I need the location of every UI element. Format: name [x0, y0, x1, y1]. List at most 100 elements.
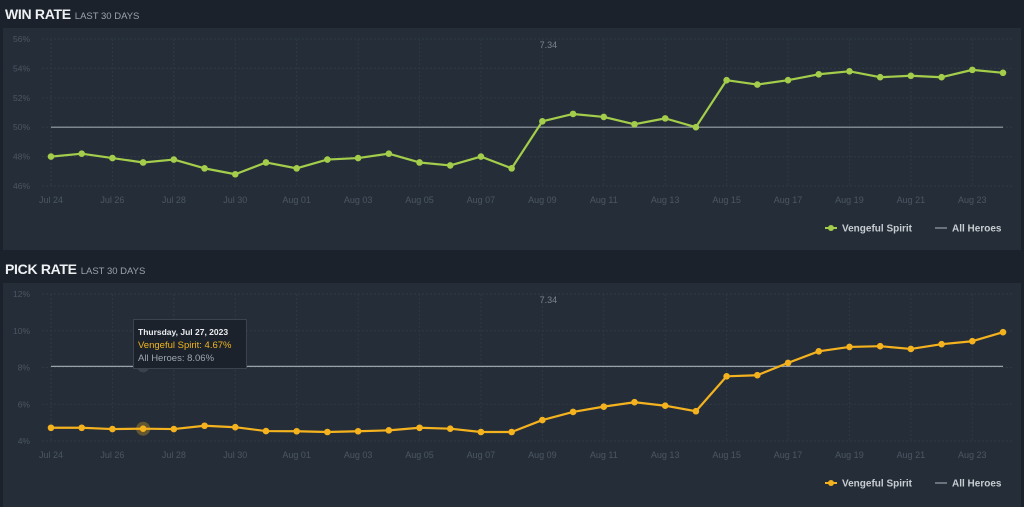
hero-series-line: [50, 68, 1004, 176]
y-tick-label: 10%: [13, 326, 30, 336]
hero-data-point: [907, 72, 915, 80]
hero-data-point: [846, 343, 853, 351]
x-tick-label: Aug 07: [467, 450, 496, 460]
hero-data-point: [539, 118, 546, 125]
hero-data-point: [600, 113, 608, 121]
hero-data-point: [631, 120, 638, 128]
hero-data-point: [999, 328, 1007, 336]
x-tick-label: Aug 19: [835, 195, 864, 205]
x-tick-label: Aug 15: [712, 195, 741, 205]
hero-data-point: [354, 427, 362, 435]
x-tick-label: Aug 13: [651, 195, 680, 205]
x-tick-label: Aug 23: [958, 450, 987, 460]
hero-data-point: [385, 150, 393, 157]
x-tick-label: Aug 05: [405, 450, 434, 460]
hero-data-point: [938, 340, 945, 348]
hero-data-point: [692, 407, 700, 415]
legend-hero-label: Vengeful Spirit: [842, 479, 913, 490]
legend-hero-marker: [828, 480, 834, 486]
hero-data-point: [876, 73, 884, 81]
hero-data-point: [47, 424, 55, 432]
hero-data-point: [999, 69, 1007, 77]
y-tick-label: 52%: [13, 93, 30, 103]
pick-rate-title: PICK RATE: [5, 261, 77, 277]
hero-data-point: [784, 359, 792, 367]
hero-data-point: [416, 159, 423, 166]
hero-data-point: [600, 403, 608, 410]
patch-annotation: 7.34: [540, 40, 558, 50]
hero-data-point: [723, 76, 730, 84]
hero-data-point: [201, 165, 208, 172]
hero-data-point: [446, 425, 454, 432]
y-tick-label: 12%: [13, 289, 30, 299]
tooltip-all-heroes-value: All Heroes: 8.06%: [138, 353, 215, 364]
win-rate-header: WIN RATE LAST 30 DAYS: [5, 6, 139, 30]
x-tick-label: Aug 21: [897, 195, 926, 205]
hero-series-line: [51, 331, 1004, 434]
legend-all-heroes-label: All Heroes: [952, 479, 1002, 490]
hero-data-point: [416, 424, 423, 432]
hero-data-point: [569, 408, 577, 416]
x-tick-label: Aug 11: [590, 450, 618, 460]
x-tick-label: Aug 09: [528, 450, 557, 460]
win-rate-panel: [3, 28, 1021, 250]
hero-data-point: [968, 337, 976, 345]
hero-data-point: [784, 76, 792, 84]
hero-data-point: [508, 428, 515, 436]
win-rate-title: WIN RATE: [5, 6, 71, 22]
hero-data-point: [876, 342, 884, 350]
tooltip-date: Thursday, Jul 27, 2023: [138, 327, 229, 337]
x-tick-label: Jul 28: [162, 195, 186, 205]
hero-data-point: [109, 425, 116, 433]
y-tick-label: 56%: [13, 34, 30, 44]
hero-data-point: [661, 402, 669, 410]
y-tick-label: 6%: [18, 399, 31, 409]
x-tick-label: Jul 24: [39, 195, 63, 205]
hero-data-point: [231, 423, 239, 431]
legend-hero-marker: [828, 225, 834, 231]
hero-data-point: [354, 154, 362, 162]
hero-data-point: [109, 154, 116, 162]
chart-tooltip: Thursday, Jul 27, 2023 Vengeful Spirit: …: [133, 319, 247, 369]
x-tick-label: Aug 09: [528, 195, 557, 205]
y-tick-label: 54%: [13, 63, 30, 73]
hero-data-point: [692, 123, 700, 131]
pick-rate-header: PICK RATE LAST 30 DAYS: [5, 261, 145, 285]
hero-data-point: [139, 425, 147, 432]
x-tick-label: Aug 21: [897, 450, 926, 460]
x-tick-label: Aug 03: [344, 195, 373, 205]
hero-data-point: [815, 70, 823, 78]
hero-data-point: [754, 81, 761, 88]
y-tick-label: 46%: [13, 181, 30, 191]
x-tick-label: Aug 03: [344, 450, 373, 460]
hero-data-point: [723, 373, 730, 380]
hero-data-point: [170, 156, 178, 163]
x-tick-label: Aug 01: [282, 195, 311, 205]
win-rate-subtitle: LAST 30 DAYS: [74, 11, 140, 22]
hero-data-point: [661, 115, 669, 122]
hero-data-point: [78, 150, 86, 157]
x-tick-label: Aug 01: [282, 450, 311, 460]
x-tick-label: Aug 15: [712, 450, 741, 460]
y-tick-label: 8%: [18, 363, 31, 373]
hero-data-point: [508, 165, 515, 172]
hero-data-point: [938, 73, 945, 81]
pick-rate-subtitle: LAST 30 DAYS: [80, 266, 146, 277]
x-tick-label: Jul 26: [100, 195, 124, 205]
hero-data-point: [231, 170, 239, 178]
y-tick-label: 50%: [13, 122, 30, 132]
hero-data-point: [293, 165, 300, 172]
x-tick-label: Aug 11: [590, 195, 618, 205]
x-tick-label: Aug 23: [958, 195, 987, 205]
patch-annotation: 7.34: [540, 295, 558, 305]
tooltip-hero-value: Vengeful Spirit: 4.67%: [138, 340, 232, 351]
hero-data-point: [539, 416, 546, 424]
x-tick-label: Aug 17: [774, 195, 803, 205]
hero-data-point: [754, 371, 761, 379]
hero-data-point: [569, 110, 577, 118]
x-tick-label: Jul 26: [100, 450, 124, 460]
hero-data-point: [47, 153, 55, 160]
hero-data-point: [446, 162, 454, 169]
x-tick-label: Jul 24: [39, 450, 63, 460]
hero-data-point: [477, 428, 485, 436]
